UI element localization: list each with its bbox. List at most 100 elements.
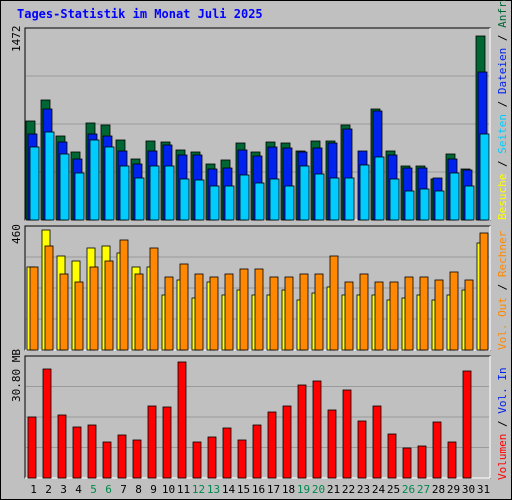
right-legend-bottom: Volumen / Vol. In — [496, 367, 509, 480]
bar-seiten — [224, 185, 235, 221]
x-tick-label: 17 — [267, 483, 280, 496]
legend-separator: / — [496, 94, 509, 114]
bar-rechner — [254, 268, 264, 351]
bar-rechner — [29, 266, 39, 351]
bar-rechner — [149, 247, 159, 351]
legend-separator: / — [496, 154, 509, 174]
bar-volumen — [417, 445, 427, 479]
x-tick-label: 12 — [192, 483, 205, 496]
bar-volumen — [102, 441, 112, 479]
x-tick-label: 15 — [237, 483, 250, 496]
bar-rechner — [224, 273, 234, 351]
bar-volumen — [222, 427, 232, 479]
bar-volumen — [57, 414, 67, 479]
x-tick-label: 31 — [477, 483, 490, 496]
bar-seiten — [134, 177, 145, 221]
x-tick-label: 13 — [207, 483, 220, 496]
bar-seiten — [419, 188, 430, 221]
bar-rechner — [374, 281, 384, 351]
bar-seiten — [299, 165, 310, 221]
bar-rechner — [479, 232, 489, 351]
bar-volumen — [327, 409, 337, 479]
panel-visits-hosts — [24, 225, 491, 351]
bar-rechner — [344, 281, 354, 351]
bar-rechner — [239, 268, 249, 351]
bar-rechner — [89, 266, 99, 351]
bar-rechner — [404, 276, 414, 351]
bar-rechner — [119, 239, 129, 351]
bar-volumen — [162, 406, 172, 479]
bar-seiten — [44, 131, 55, 221]
bar-volumen — [312, 380, 322, 479]
bar-seiten — [104, 146, 115, 221]
bar-volumen — [357, 420, 367, 479]
bar-seiten — [239, 174, 250, 221]
bar-seiten — [179, 178, 190, 221]
x-tick-label: 30 — [462, 483, 475, 496]
right-legend-mid: Vol. Out / Rechner — [496, 230, 509, 350]
legend-entry: Volumen — [496, 434, 509, 480]
bar-volumen — [402, 447, 412, 479]
x-tick-label: 26 — [402, 483, 415, 496]
legend-entry: Vol. In — [496, 367, 509, 413]
x-tick-label: 29 — [447, 483, 460, 496]
bar-volumen — [252, 424, 262, 479]
bar-volumen — [27, 416, 37, 479]
bar-rechner — [329, 255, 339, 351]
bar-seiten — [404, 190, 415, 221]
x-tick-label: 20 — [312, 483, 325, 496]
bar-volumen — [432, 421, 442, 479]
bar-volumen — [147, 405, 157, 479]
x-tick-label: 22 — [342, 483, 355, 496]
y-max-label-top: 1472 — [10, 26, 23, 53]
bar-rechner — [269, 276, 279, 351]
panel-requests-files-pages — [24, 27, 491, 221]
bar-volumen — [237, 439, 247, 479]
bar-volumen — [342, 389, 352, 479]
bar-volumen — [192, 441, 202, 479]
legend-entry: Dateien — [496, 48, 509, 94]
x-tick-label: 16 — [252, 483, 265, 496]
y-max-label-mid: 460 — [10, 224, 23, 244]
bar-volumen — [372, 405, 382, 479]
chart-title: Tages-Statistik im Monat Juli 2025 — [17, 7, 263, 21]
legend-entry: Rechner — [496, 230, 509, 277]
bar-volumen — [117, 434, 127, 479]
x-tick-label: 25 — [387, 483, 400, 496]
panel-volume — [24, 355, 491, 479]
bar-rechner — [314, 273, 324, 351]
bar-seiten — [389, 178, 400, 221]
bar-volumen — [462, 370, 472, 479]
legend-separator: / — [496, 414, 509, 434]
x-tick-label: 10 — [162, 483, 175, 496]
x-tick-label: 23 — [357, 483, 370, 496]
bar-rechner — [359, 273, 369, 351]
bar-seiten — [74, 172, 85, 221]
bar-rechner — [104, 260, 114, 351]
bar-seiten — [269, 178, 280, 221]
bar-volumen — [87, 424, 97, 479]
bar-rechner — [164, 276, 174, 351]
bar-volumen — [72, 426, 82, 479]
x-tick-label: 8 — [135, 483, 142, 496]
x-tick-label: 4 — [75, 483, 82, 496]
x-tick-label: 3 — [60, 483, 67, 496]
x-tick-label: 5 — [90, 483, 97, 496]
bar-seiten — [359, 164, 370, 221]
bar-seiten — [119, 165, 130, 221]
bar-seiten — [479, 133, 490, 221]
bar-rechner — [209, 276, 219, 351]
bar-rechner — [449, 271, 459, 351]
bar-volumen — [387, 433, 397, 479]
legend-entry: Seiten — [496, 114, 509, 154]
legend-entry: Anfragen — [496, 0, 509, 28]
right-legend-top: Besuche / Seiten / Dateien / Anfragen — [496, 0, 509, 220]
x-tick-label: 2 — [45, 483, 52, 496]
bar-volumen — [447, 441, 457, 479]
legend-entry: Besuche — [496, 174, 509, 220]
bar-seiten — [284, 185, 295, 221]
bar-rechner — [44, 245, 54, 351]
bar-volumen — [177, 361, 187, 479]
bar-rechner — [434, 279, 444, 351]
